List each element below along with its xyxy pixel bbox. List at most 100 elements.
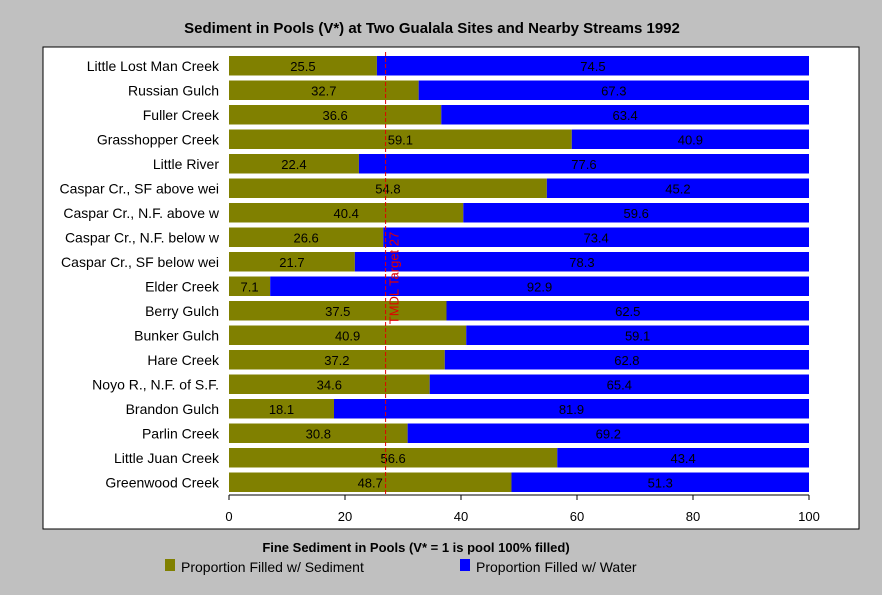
- category-label: Little Lost Man Creek: [87, 58, 220, 74]
- bar-sediment: [229, 472, 512, 492]
- bar-water: [383, 227, 809, 247]
- legend-label: Proportion Filled w/ Sediment: [181, 559, 364, 575]
- category-label: Caspar Cr., N.F. below w: [65, 229, 220, 245]
- bar-water: [429, 374, 809, 394]
- data-label-sediment: 48.7: [358, 475, 383, 490]
- bar-sediment: [229, 301, 447, 321]
- category-labels: Little Lost Man Creek Russian Gulch Fuller…: [59, 58, 220, 491]
- category-label: Noyo R., N.F. of S.F.: [92, 376, 219, 392]
- legend-swatch: [460, 559, 470, 571]
- data-label-water: 62.5: [615, 304, 640, 319]
- bar-water: [441, 105, 809, 125]
- category-label: Bunker Gulch: [134, 327, 219, 343]
- bar-water: [511, 472, 809, 492]
- bar-sediment: [229, 129, 572, 149]
- data-label-water: 45.2: [665, 181, 690, 196]
- data-label-sediment: 37.2: [324, 353, 349, 368]
- x-tick-label: 100: [798, 509, 820, 524]
- bar-water: [446, 301, 809, 321]
- data-label-water: 59.1: [625, 328, 650, 343]
- category-label: Grasshopper Creek: [97, 131, 220, 147]
- tmdl-target-label: TMDL Target 27: [387, 232, 402, 325]
- bar-water: [354, 252, 809, 272]
- data-label-water: 43.4: [670, 451, 695, 466]
- bar-sediment: [229, 374, 430, 394]
- bar-sediment: [229, 56, 377, 76]
- data-label-sediment: 59.1: [388, 132, 413, 147]
- category-label: Parlin Creek: [142, 425, 220, 441]
- bar-sediment: [229, 350, 445, 370]
- bar-water: [444, 350, 809, 370]
- legend-swatch: [165, 559, 175, 571]
- tmdl-reference: TMDL Target 27: [385, 52, 402, 495]
- bar-water: [270, 276, 809, 296]
- data-label-sediment: 40.4: [334, 206, 359, 221]
- bar-sediment: [229, 227, 384, 247]
- data-label-water: 77.6: [571, 157, 596, 172]
- data-label-water: 78.3: [569, 255, 594, 270]
- category-label: Hare Creek: [147, 352, 220, 368]
- x-tick-label: 20: [338, 509, 352, 524]
- bar-sediment: [229, 80, 419, 100]
- x-axis-label: Fine Sediment in Pools (V* = 1 is pool 1…: [262, 540, 569, 555]
- bar-sediment: [229, 399, 334, 419]
- data-label-sediment: 40.9: [335, 328, 360, 343]
- data-label-sediment: 32.7: [311, 83, 336, 98]
- category-label: Berry Gulch: [145, 303, 219, 319]
- category-label: Russian Gulch: [128, 82, 219, 98]
- data-label-sediment: 37.5: [325, 304, 350, 319]
- data-label-water: 65.4: [607, 377, 632, 392]
- bar-water: [333, 399, 809, 419]
- bar-sediment: [229, 154, 359, 174]
- data-label-sediment: 25.5: [290, 59, 315, 74]
- category-label: Brandon Gulch: [126, 401, 219, 417]
- bar-sediment: [229, 276, 271, 296]
- bar-sediment: [229, 325, 467, 345]
- data-label-sediment: 56.6: [380, 451, 405, 466]
- data-label-water: 63.4: [612, 108, 637, 123]
- bar-sediment: [229, 252, 355, 272]
- chart-title: Sediment in Pools (V*) at Two Gualala Si…: [184, 20, 680, 37]
- data-label-water: 81.9: [559, 402, 584, 417]
- data-label-sediment: 7.1: [241, 279, 259, 294]
- bar-sediment: [229, 105, 442, 125]
- bar-water: [557, 448, 809, 468]
- data-label-sediment: 26.6: [293, 230, 318, 245]
- x-tick-label: 0: [225, 509, 232, 524]
- data-label-sediment: 30.8: [306, 426, 331, 441]
- bar-water: [466, 325, 809, 345]
- bar-water: [376, 56, 809, 76]
- bar-water: [418, 80, 809, 100]
- x-tick-label: 40: [454, 509, 468, 524]
- category-label: Little Juan Creek: [114, 450, 220, 466]
- bar-water: [571, 129, 809, 149]
- data-label-sediment: 34.6: [317, 377, 342, 392]
- category-label: Caspar Cr., N.F. above w: [63, 205, 220, 221]
- x-tick-label: 80: [686, 509, 700, 524]
- data-label-sediment: 21.7: [279, 255, 304, 270]
- data-label-water: 62.8: [614, 353, 639, 368]
- category-label: Fuller Creek: [143, 107, 220, 123]
- data-label-sediment: 36.6: [322, 108, 347, 123]
- category-label: Caspar Cr., SF below wei: [61, 254, 219, 270]
- bar-water: [358, 154, 809, 174]
- category-label: Caspar Cr., SF above wei: [59, 180, 219, 196]
- category-label: Little River: [153, 156, 219, 172]
- data-label-water: 73.4: [583, 230, 608, 245]
- data-label-sediment: 18.1: [269, 402, 294, 417]
- bar-sediment: [229, 448, 558, 468]
- bar-water: [407, 423, 809, 443]
- bar-sediment: [229, 423, 408, 443]
- data-label-sediment: 22.4: [281, 157, 306, 172]
- bar-sediment: [229, 203, 464, 223]
- legend-label: Proportion Filled w/ Water: [476, 559, 637, 575]
- data-label-water: 51.3: [648, 475, 673, 490]
- data-label-water: 92.9: [527, 279, 552, 294]
- legend: Proportion Filled w/ Sediment Proportion …: [165, 559, 637, 575]
- x-axis: 0 20 40 60 80 100: [225, 494, 820, 524]
- bar-sediment: [229, 178, 547, 198]
- data-label-water: 59.6: [624, 206, 649, 221]
- x-tick-label: 60: [570, 509, 584, 524]
